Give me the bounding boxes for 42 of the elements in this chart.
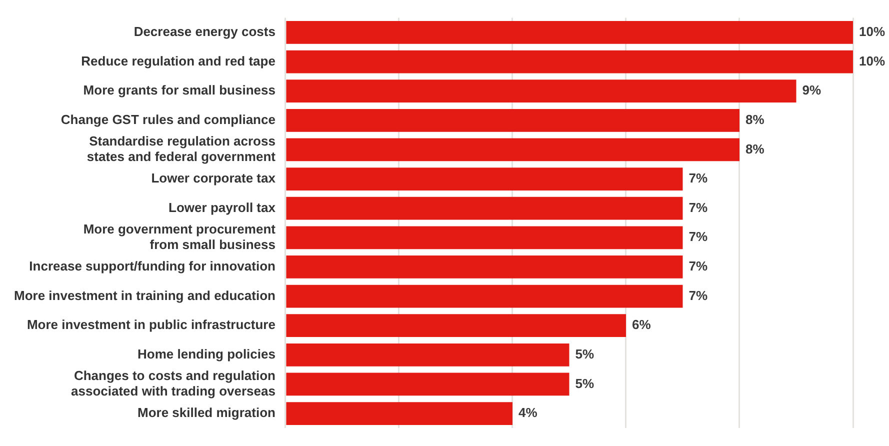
bar (286, 402, 512, 425)
data-label: 7% (688, 288, 708, 303)
data-label: 9% (802, 82, 822, 98)
y-tick-label: More government procurement from small business (83, 221, 276, 252)
data-label: 7% (688, 258, 708, 274)
bar (286, 108, 740, 132)
data-label: 5% (575, 346, 594, 362)
data-label: 4% (518, 405, 538, 420)
y-tick-label: Changes to costs and regulation associated with trading overseas (71, 368, 276, 399)
y-tick-label: More investment in public infrastructure (26, 317, 276, 332)
bar (286, 138, 740, 162)
y-tick-label: Home lending policies (138, 346, 276, 362)
y-tick-label: Standardise regulation across states and federal government (86, 133, 276, 164)
bar (286, 284, 683, 308)
data-label: 10% (859, 24, 886, 40)
y-tick-label: More grants for small business (83, 82, 276, 98)
bar (286, 343, 570, 366)
y-tick-label: Increase support/funding for innovation (29, 258, 276, 274)
bar (286, 314, 626, 338)
data-label: 10% (859, 53, 886, 68)
y-tick-label: More skilled migration (137, 405, 276, 420)
bar (286, 256, 683, 278)
data-label: 7% (688, 229, 708, 244)
data-label: 8% (745, 112, 765, 127)
bar (286, 80, 796, 103)
bar (286, 372, 570, 396)
bar (286, 21, 853, 44)
y-tick-label: More investment in training and education (14, 288, 276, 303)
y-tick-label: Reduce regulation and red tape (81, 53, 276, 68)
bar (286, 168, 683, 190)
data-label: 7% (688, 200, 708, 215)
y-tick-label: Lower corporate tax (151, 170, 276, 186)
bar (286, 196, 683, 220)
data-label: 5% (575, 376, 594, 391)
y-tick-label: Lower payroll tax (168, 200, 276, 215)
data-label: 7% (688, 170, 708, 186)
y-tick-label: Decrease energy costs (134, 24, 276, 40)
bar (286, 226, 683, 250)
data-label: 8% (745, 141, 765, 156)
data-label: 6% (632, 317, 652, 332)
bar (286, 50, 853, 74)
y-tick-label: Change GST rules and compliance (60, 112, 276, 127)
